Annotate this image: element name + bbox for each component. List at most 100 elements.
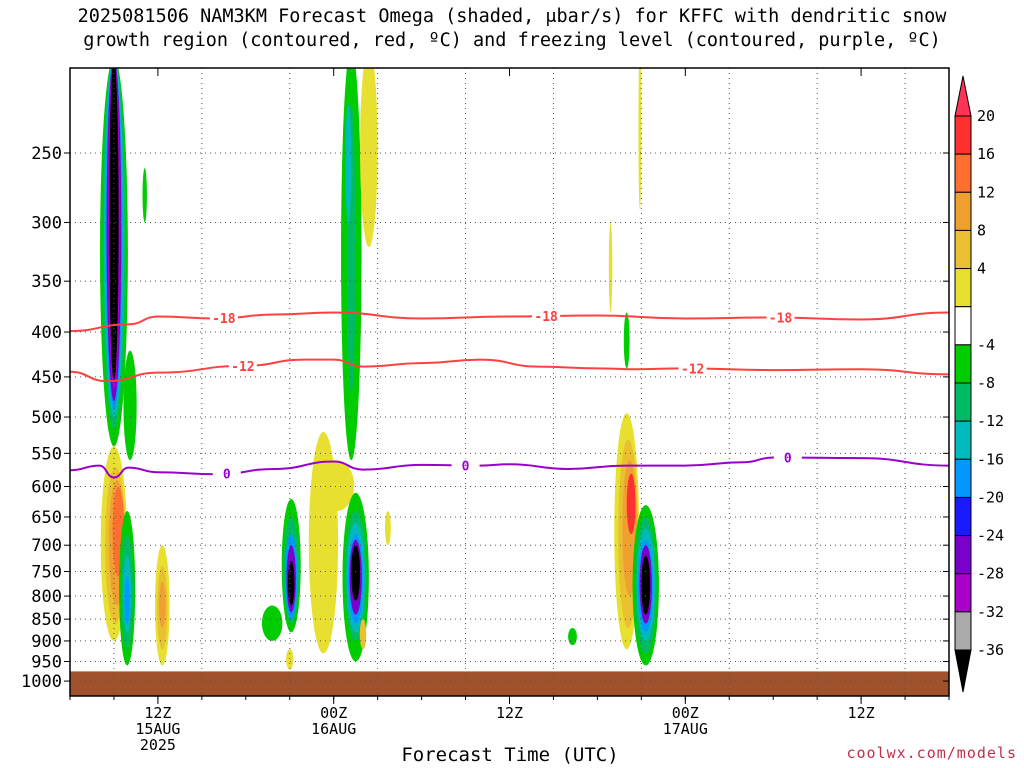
chart-title-line-1: 2025081506 NAM3KM Forecast Omega (shaded… [77,6,947,27]
colorbar-label-3: 8 [977,221,986,239]
y-tick-label-900: 900 [31,632,62,652]
contour-label-2-1: 0 [462,459,470,474]
contour-label-1-0: -12 [231,360,254,375]
colorbar-box-12 [954,573,972,613]
contour-label-bg-0-0 [209,310,238,325]
x-tick-label-6-0: 12Z [144,704,171,722]
y-tick-label-550: 550 [31,444,62,464]
contour-label-bg-2-1 [451,458,480,473]
contour-label-1-1: -12 [681,362,704,377]
omega-blob-0-6 [109,68,119,382]
omega-blob-7-0 [261,605,283,641]
y-tick-label-700: 700 [31,536,62,556]
omega-blob-6-4 [287,561,295,606]
omega-blob-2-0 [142,167,147,223]
omega-blob-15-5 [641,555,651,615]
omega-blob-13-3 [626,473,636,535]
y-tick-label-250: 250 [31,144,62,164]
colorbar-box-8 [954,420,972,460]
colorbar-label-5: -4 [977,336,995,354]
chart-title-line-2: growth region (contoured, red, ºC) and f… [83,30,941,51]
contour-label-bg-2-0 [212,466,241,481]
x-tick-label-30-0: 12Z [496,704,523,722]
contour-label-0-1: -18 [534,310,558,325]
colorbar-bottom-arrow [954,649,972,693]
colorbar-box-2 [954,191,972,231]
colorbar-box-5 [954,306,972,346]
colorbar-top-arrow [954,75,972,117]
contour-label-bg-2-2 [773,450,802,465]
omega-blob-9-1 [319,460,355,512]
omega-blob-10-5 [351,545,361,601]
y-tick-label-1000: 1000 [21,672,62,692]
omega-blob-12-0 [360,68,378,248]
contour-line-1 [69,358,950,383]
omega-blob-1-0 [123,350,137,461]
y-tick-label-350: 350 [31,272,62,292]
colorbar-box-3 [954,229,972,270]
y-tick-label-950: 950 [31,653,62,673]
y-tick-label-450: 450 [31,368,62,388]
colorbar-box-6 [954,344,972,384]
y-tick-label-650: 650 [31,508,62,528]
omega-blob-14-0 [623,312,630,369]
plot-frame [69,67,950,697]
colorbar-box-4 [954,268,972,308]
y-tick-label-300: 300 [31,213,62,233]
x-tick-label-18-1: 16AUG [311,720,356,738]
x-tick-label-6-2: 2025 [140,736,176,754]
colorbar-label-10: -24 [977,527,1004,545]
colorbar-box-1 [954,153,972,193]
grid-lines [70,68,949,696]
omega-blob-5-2 [159,581,166,629]
contour-label-2-2: 0 [784,452,792,467]
contour-line-2 [69,456,950,479]
x-tick-label-42-1: 17AUG [663,720,708,738]
contour-label-2-0: 0 [223,467,231,482]
colorbar-label-6: -8 [977,374,995,392]
y-tick-label-800: 800 [31,587,62,607]
colorbar-label-0: 20 [977,107,995,125]
omega-blob-12-1 [384,511,391,546]
colorbar-label-12: -32 [977,603,1004,621]
credit-link[interactable]: coolwx.com/models [846,744,1017,762]
colorbar-label-8: -16 [977,450,1004,468]
x-tick-label-54-0: 12Z [848,704,875,722]
colorbar-label-1: 16 [977,145,995,163]
x-axis-title: Forecast Time (UTC) [401,744,619,766]
y-tick-label-500: 500 [31,408,62,428]
contour-label-0-2: -18 [769,312,793,327]
y-tick-label-850: 850 [31,610,62,630]
contour-label-0-0: -18 [212,312,236,327]
y-tick-label-400: 400 [31,323,62,343]
omega-blob-14-2 [638,68,642,210]
colorbar-label-2: 12 [977,183,995,201]
colorbar-label-4: 4 [977,260,986,278]
ground [70,671,949,696]
omega-blob-12-2 [359,619,367,650]
colorbar-label-9: -20 [977,488,1004,506]
contour-label-bg-1-1 [678,361,707,376]
x-tick-label-18-0: 00Z [320,704,347,722]
omega-blob-4-3 [124,576,130,624]
omega-blob-11-2 [345,104,352,223]
colorbar-box-10 [954,496,972,537]
y-tick-label-750: 750 [31,562,62,582]
colorbar-box-13 [954,611,972,651]
colorbar-box-9 [954,458,972,498]
colorbar-box-7 [954,382,972,422]
omega-blob-8-0 [286,649,294,670]
x-tick-label-6-1: 15AUG [135,720,180,738]
colorbar: 20 16 12 8 4 -4 -8 -12 -16 -20 -24 -28 -32 -36 [954,75,1004,693]
colorbar-label-11: -28 [977,565,1004,583]
contour-label-bg-0-2 [766,310,795,325]
y-tick-label-600: 600 [31,477,62,497]
y-axis: 2503003504004505005506006507007508008509… [21,144,949,692]
colorbar-box-0 [954,115,972,155]
contour-label-bg-0-1 [532,309,561,324]
omega-blob-16-0 [568,628,577,646]
contour-label-bg-1-0 [228,358,257,373]
colorbar-label-7: -12 [977,412,1004,430]
